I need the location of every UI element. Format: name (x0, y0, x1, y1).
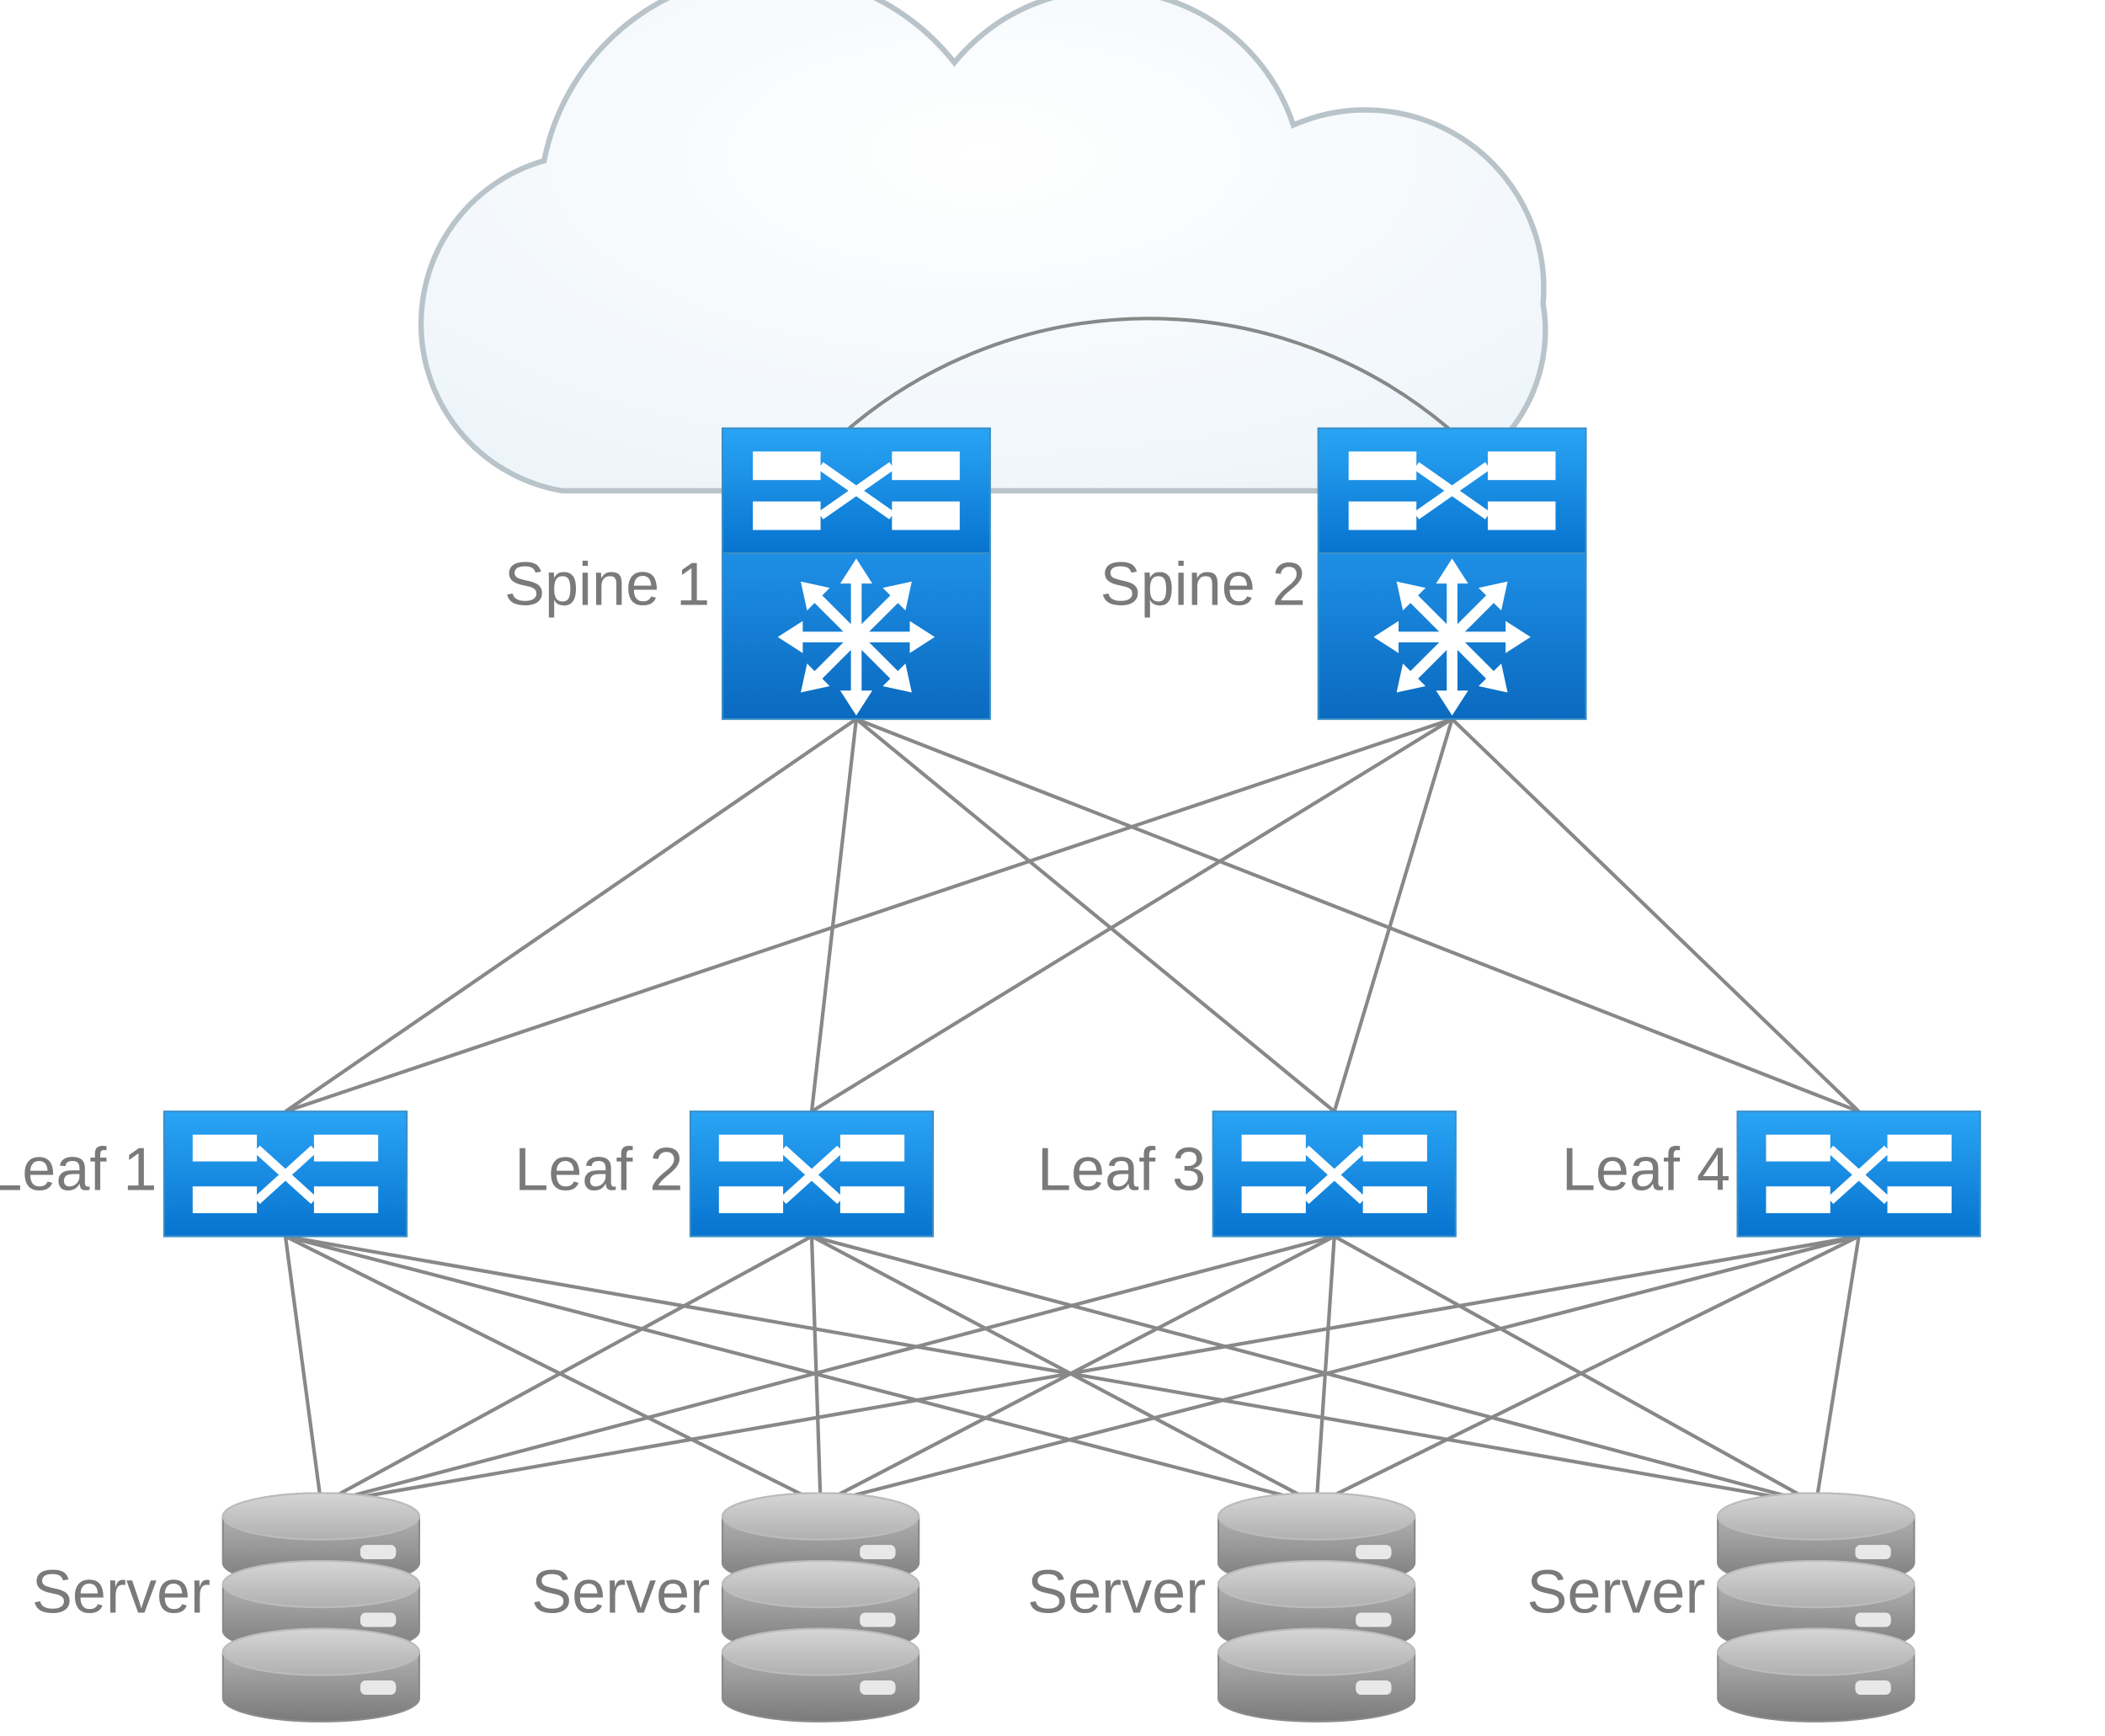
spine-label: Spine 2 (1100, 551, 1306, 618)
link-leaf-server (285, 1237, 1317, 1504)
leaf-label: Leaf 4 (1562, 1136, 1730, 1203)
link-spine-leaf (1335, 719, 1452, 1111)
server-icon (223, 1494, 419, 1722)
server-icon (1718, 1494, 1914, 1722)
link-leaf-server (821, 1237, 1859, 1504)
server-label: Server (531, 1558, 710, 1626)
link-spine-leaf (812, 719, 856, 1111)
leaf-switch-icon (690, 1111, 933, 1236)
server-icon (722, 1494, 919, 1722)
spine-label: Spine 1 (504, 551, 710, 618)
spine-switch-icon (722, 429, 990, 719)
link-spine-leaf (1452, 719, 1859, 1111)
leaf-label: Leaf 1 (0, 1136, 157, 1203)
network-topology-diagram: Spine 1 Spine 2 Leaf 1 Leaf 2 Leaf 3 Leaf 4 Se… (0, 0, 2105, 1736)
link-leaf-server (321, 1237, 1334, 1504)
link-spine-leaf (285, 719, 856, 1111)
leaf-label: Leaf 3 (1037, 1136, 1206, 1203)
link-spine-leaf (856, 719, 1335, 1111)
link-leaf-server (821, 1237, 1335, 1504)
link-leaf-server (1816, 1237, 1859, 1504)
server-label: Server (32, 1558, 210, 1626)
link-leaf-server (812, 1237, 1317, 1504)
link-leaf-server (812, 1237, 821, 1504)
server-label: Server (1027, 1558, 1206, 1626)
leaf-switch-icon (1738, 1111, 1980, 1236)
link-leaf-server (285, 1237, 321, 1504)
leaf-switch-icon (164, 1111, 407, 1236)
leaf-switch-icon (1213, 1111, 1456, 1236)
link-leaf-server (812, 1237, 1816, 1504)
server-icon (1218, 1494, 1415, 1722)
cloud-icon (421, 0, 1545, 491)
link-spine-leaf (285, 719, 1452, 1111)
spine-switch-icon (1319, 429, 1586, 719)
server-label: Server (1527, 1558, 1705, 1626)
leaf-label: Leaf 2 (514, 1136, 683, 1203)
link-leaf-server (1335, 1237, 1816, 1504)
